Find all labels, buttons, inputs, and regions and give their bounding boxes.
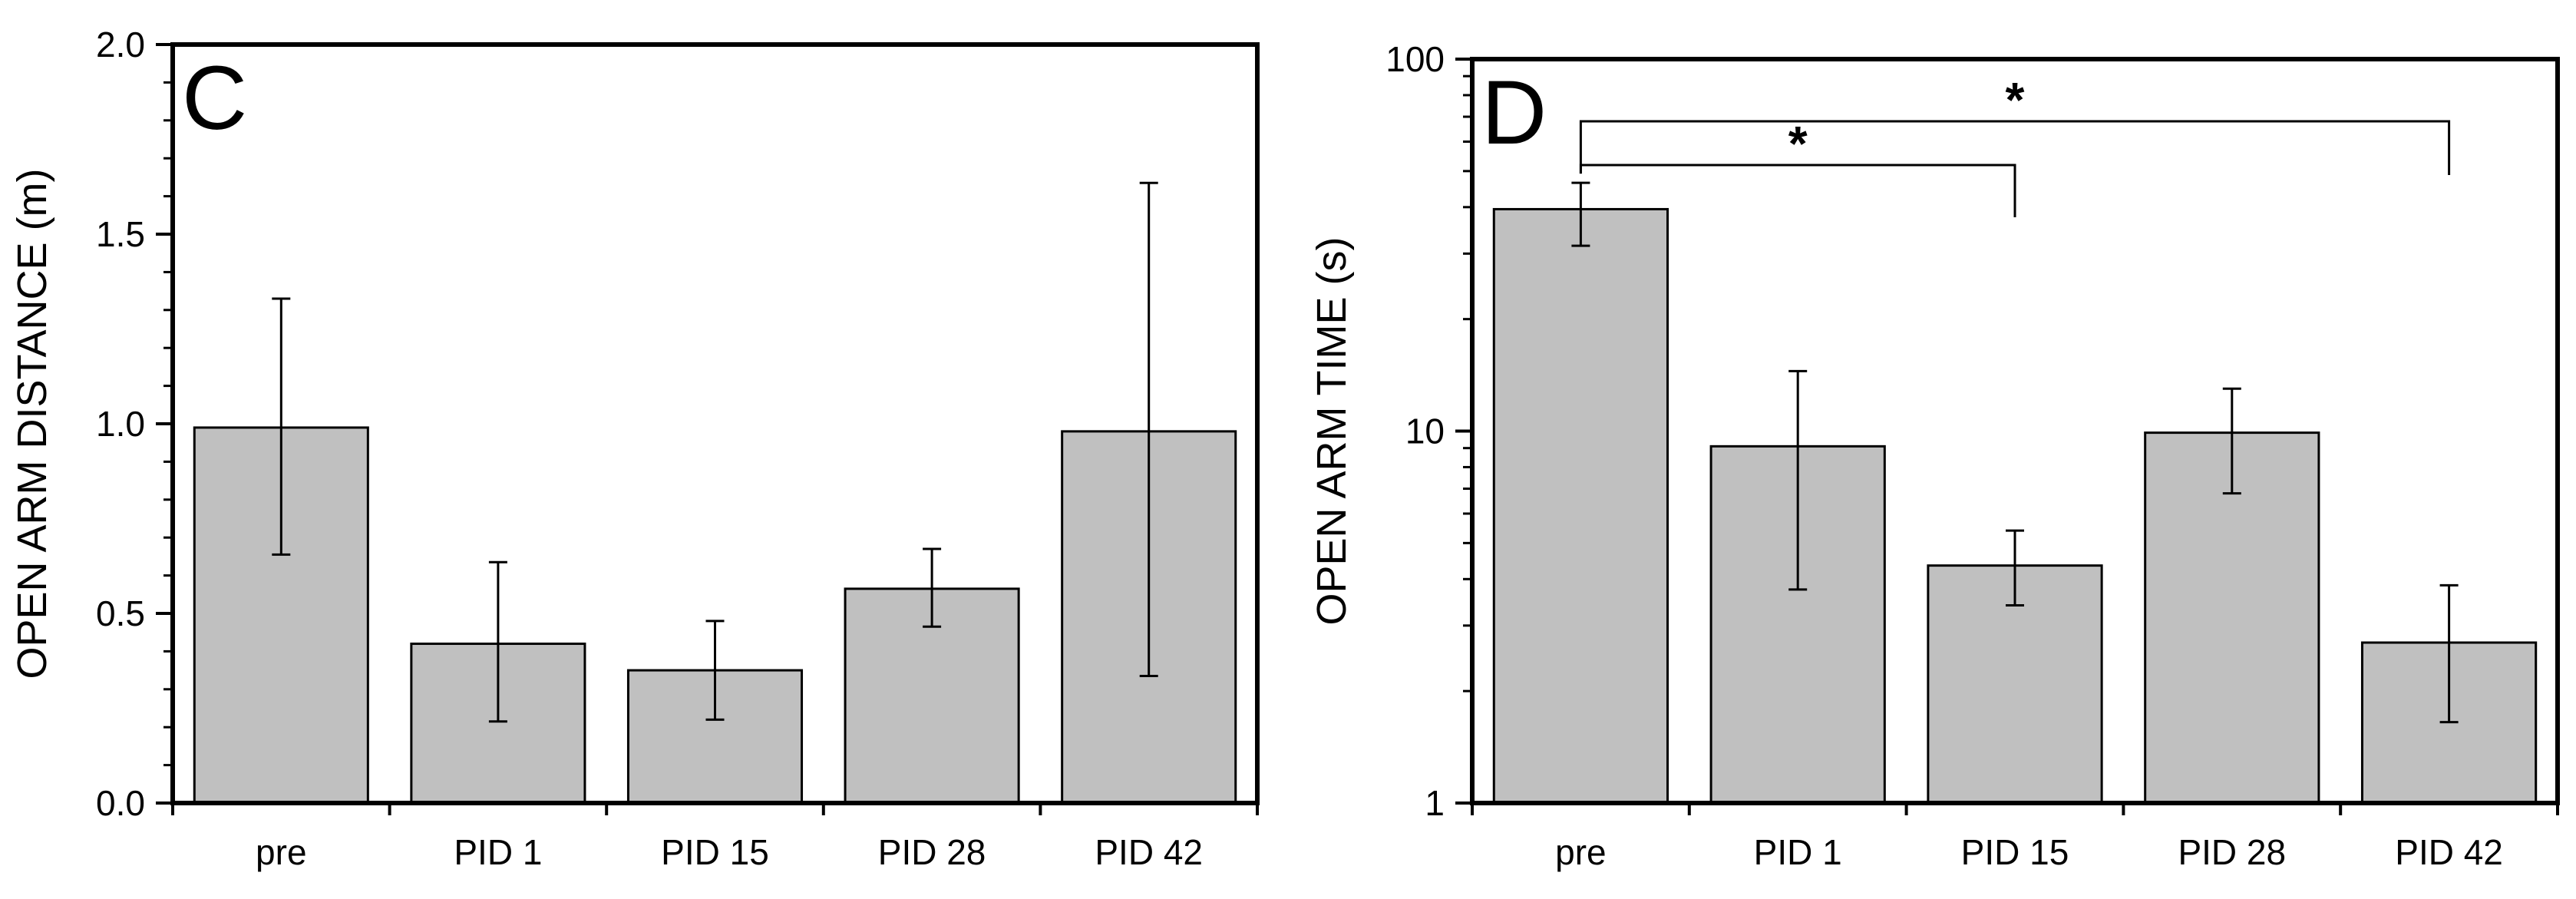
y-tick-label: 0.5 (96, 593, 145, 633)
y-axis-title: OPEN ARM DISTANCE (m) (9, 168, 55, 679)
significance-star: * (1788, 116, 1808, 171)
y-tick-label: 10 (1405, 411, 1445, 451)
panel-label: C (182, 48, 247, 149)
x-tick-label: pre (256, 832, 306, 872)
y-axis-ticks: 0.0 0.5 1.0 1.5 2.0 (96, 25, 173, 823)
bracket-line (1579, 120, 2451, 175)
bar-pre (1492, 207, 1669, 805)
chart-panel-c: 0.0 0.5 1.0 1.5 2.0 pre PID 1 PID 15 PID 28 PID 4… (9, 25, 1260, 872)
x-axis-ticks: pre PID 1 PID 15 PID 28 PID 42 (171, 803, 1259, 872)
x-tick-label: PID 1 (1754, 832, 1842, 872)
y-axis-title: OPEN ARM TIME (s) (1309, 236, 1355, 625)
y-tick-label: 100 (1385, 39, 1445, 79)
significance-bracket: * (1579, 116, 2016, 217)
chart-panel-d: 1 10 100 pre PID 1 PID 15 PID 28 PID 42 OPEN ARM… (1309, 39, 2560, 872)
x-axis-ticks: pre PID 1 PID 15 PID 28 PID 42 (1471, 803, 2559, 872)
x-tick-label: PID 15 (1961, 832, 2069, 872)
x-tick-label: PID 1 (454, 832, 542, 872)
x-tick-label: PID 28 (2178, 832, 2286, 872)
panel-label: D (1481, 62, 1547, 164)
y-tick-label: 0.0 (96, 783, 145, 823)
y-tick-label: 2.0 (96, 25, 145, 64)
significance-star: * (2006, 72, 2025, 127)
y-tick-label: 1.0 (96, 404, 145, 444)
x-tick-label: PID 42 (1095, 832, 1203, 872)
x-tick-label: PID 42 (2395, 832, 2503, 872)
y-tick-label: 1 (1425, 783, 1445, 823)
significance-bracket: * (1579, 72, 2451, 175)
x-tick-label: PID 15 (661, 832, 769, 872)
y-axis-ticks: 1 10 100 (1385, 39, 1472, 823)
x-tick-label: pre (1555, 832, 1606, 872)
x-tick-label: PID 28 (878, 832, 986, 872)
y-tick-label: 1.5 (96, 214, 145, 254)
